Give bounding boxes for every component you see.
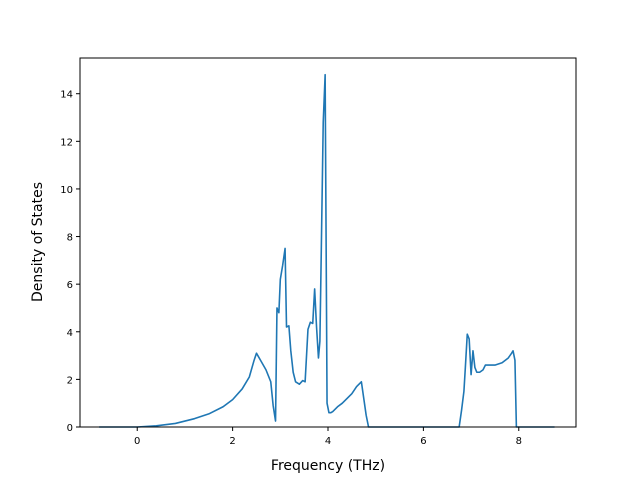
y-tick-label: 0 (67, 423, 73, 434)
x-tick-label: 4 (325, 436, 331, 447)
y-axis-label: Density of States (30, 182, 46, 302)
y-tick-label: 4 (67, 328, 73, 339)
x-axis-ticks: 0 2 4 6 8 (134, 427, 522, 447)
x-tick-label: 0 (134, 436, 140, 447)
y-tick-label: 12 (60, 137, 73, 148)
y-axis-ticks: 0 2 4 6 8 10 12 14 (60, 90, 80, 434)
x-tick-label: 8 (516, 436, 522, 447)
x-tick-label: 6 (420, 436, 426, 447)
x-tick-label: 2 (229, 436, 235, 447)
y-tick-label: 14 (60, 90, 73, 101)
dos-series-line (99, 73, 555, 428)
y-tick-label: 2 (67, 375, 73, 386)
y-tick-label: 10 (60, 185, 73, 196)
x-axis-label: Frequency (THz) (271, 458, 385, 474)
y-tick-label: 6 (67, 280, 73, 291)
axes-frame (79, 57, 577, 428)
plot-area (99, 73, 555, 428)
y-tick-label: 8 (67, 233, 73, 244)
